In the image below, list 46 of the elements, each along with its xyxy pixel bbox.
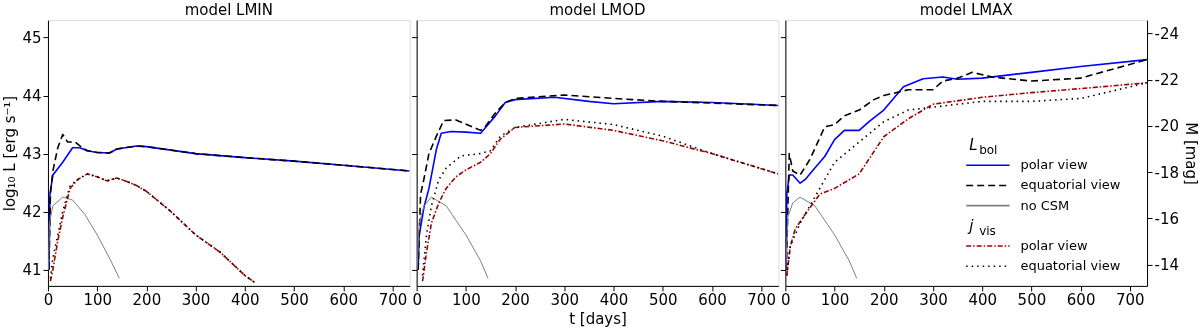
legend-label: equatorial view xyxy=(1020,258,1121,274)
x-tick-label: 200 xyxy=(869,291,899,310)
x-tick-label: 500 xyxy=(1017,291,1047,310)
x-tick-label: 100 xyxy=(83,291,112,310)
x-tick-label: 300 xyxy=(181,291,211,310)
x-tick-label: 400 xyxy=(968,291,997,310)
chart-title: model LMIN xyxy=(184,1,273,20)
text: -18 xyxy=(1154,163,1179,182)
x-tick-label: 200 xyxy=(132,291,162,310)
x-tick-label: 400 xyxy=(231,291,260,310)
x-tick-label: 400 xyxy=(599,291,629,310)
x-tick-label: 0 xyxy=(412,291,422,310)
legend-label: polar view xyxy=(1020,238,1088,254)
x-tick-label: 700 xyxy=(1116,291,1145,310)
chart-title: model LMOD xyxy=(549,1,646,20)
y-tick-label: 41 xyxy=(22,261,42,280)
x-tick-label: 200 xyxy=(501,291,530,310)
y-tick-label: 43 xyxy=(22,145,42,164)
text: -20 xyxy=(1154,117,1179,136)
x-tick-label: 300 xyxy=(919,291,948,310)
text: -24 xyxy=(1154,25,1179,44)
y-axis-title: log₁₀ L [erg s⁻¹] xyxy=(1,95,20,212)
text: -14 xyxy=(1154,256,1179,275)
x-tick-label: 500 xyxy=(648,291,678,310)
text: -22 xyxy=(1154,71,1179,90)
legend-label: equatorial view xyxy=(1020,177,1121,193)
x-tick-label: 300 xyxy=(550,291,580,310)
legend-label: polar view xyxy=(1020,157,1088,173)
x-tick-label: 0 xyxy=(781,291,791,310)
x-tick-label: 700 xyxy=(747,291,776,310)
y2-axis-title: M [mag] xyxy=(1182,122,1200,185)
text: -16 xyxy=(1154,209,1179,228)
x-tick-label: 100 xyxy=(820,291,850,310)
y-tick-label: 44 xyxy=(22,87,42,106)
x-tick-label: 600 xyxy=(698,291,727,310)
y-tick-label: 45 xyxy=(22,29,42,48)
x-tick-label: 600 xyxy=(1066,291,1096,310)
x-tick-label: 500 xyxy=(280,291,309,310)
x-tick-label: 0 xyxy=(43,291,54,310)
x-tick-label: 100 xyxy=(452,291,481,310)
legend-label: no CSM xyxy=(1020,197,1070,213)
y-tick-label: 42 xyxy=(22,203,42,222)
x-tick-label: 600 xyxy=(329,291,359,310)
x-axis-title: t [days] xyxy=(569,310,627,329)
chart-title: model LMAX xyxy=(919,1,1013,20)
x-tick-label: 700 xyxy=(378,291,408,310)
